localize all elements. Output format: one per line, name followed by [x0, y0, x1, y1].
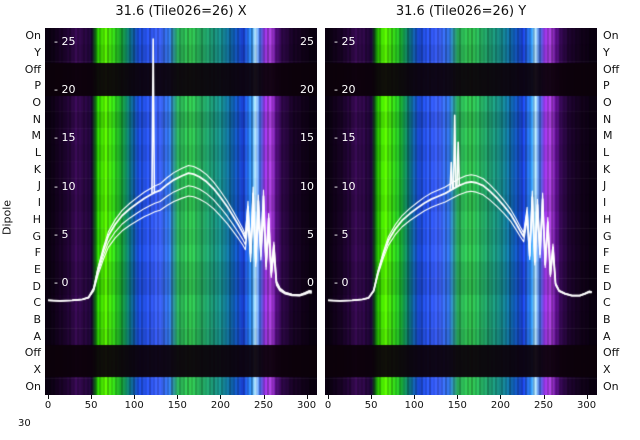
dipole-label-left: M	[31, 129, 42, 143]
x-tick-mark	[220, 395, 222, 399]
dipole-label-left: J	[37, 179, 41, 193]
value-tick-label-left: - 5	[334, 227, 349, 241]
dipole-label-left: I	[37, 196, 41, 210]
x-tick-label: 50	[84, 400, 98, 411]
x-tick-mark	[134, 395, 136, 399]
x-tick-mark	[263, 395, 265, 399]
dipole-label-left: P	[34, 79, 41, 93]
dipole-label-left: N	[32, 112, 41, 126]
dipole-label-right: H	[603, 212, 612, 226]
value-tick-label-right: 10	[300, 179, 314, 193]
heatmap-canvas-y	[325, 28, 597, 395]
dipole-label-right: D	[603, 279, 612, 293]
dipole-label-right: Off	[603, 62, 620, 76]
value-tick-label-left: - 15	[334, 131, 356, 145]
dipole-label-right: J	[603, 179, 607, 193]
panel-y: - 25 - 20 - 15 - 10 - 5 - 0	[325, 28, 597, 395]
value-tick-label-right: 20	[300, 83, 314, 97]
dipole-label-right: C	[603, 296, 611, 310]
dipole-label-right: On	[603, 379, 619, 393]
x-tick-label: 250	[253, 400, 274, 411]
dipole-label-left: B	[33, 312, 41, 326]
x-tick-label: 300	[577, 400, 597, 411]
value-tick-label-left: - 25	[54, 35, 76, 48]
dipole-label-right: G	[603, 229, 612, 243]
dipole-label-left: H	[32, 212, 41, 226]
dipole-label-right: L	[603, 146, 610, 160]
dipole-label-left: E	[34, 262, 41, 276]
value-tick-label-left: - 20	[54, 83, 76, 97]
value-tick-label-left: - 0	[334, 276, 349, 289]
x-tick-mark	[457, 395, 459, 399]
dipole-label-left: K	[33, 162, 41, 176]
x-tick-label: 300	[297, 400, 317, 411]
dipole-label-left: A	[33, 329, 41, 343]
x-tick-label: 100	[404, 400, 424, 411]
dipole-label-right: O	[603, 96, 612, 110]
dipole-label-right: Y	[603, 46, 610, 60]
dipole-label-right: A	[603, 329, 611, 343]
x-tick-label: 200	[210, 400, 230, 411]
dipole-label-right: B	[603, 312, 611, 326]
heatmap-canvas-x	[45, 28, 317, 395]
value-tick-label-left: - 0	[54, 276, 69, 289]
dipole-label-left: O	[32, 96, 41, 110]
value-tick-label-right: 5	[307, 227, 314, 241]
dipole-label-right: Off	[603, 346, 620, 360]
dipole-label-left: On	[25, 379, 41, 393]
x-tick-label: 150	[167, 400, 187, 411]
dipole-label-left: X	[33, 362, 41, 376]
dipole-label-right: E	[603, 262, 610, 276]
x-tick-label: 200	[490, 400, 510, 411]
value-tick-label-left: - 15	[54, 131, 76, 145]
dipole-label-left: D	[32, 279, 41, 293]
x-tick-mark	[177, 395, 179, 399]
dipole-label-left: Y	[34, 46, 41, 60]
dipole-label-left: On	[25, 29, 41, 43]
x-tick-mark	[328, 395, 329, 399]
x-tick-mark	[91, 395, 93, 399]
x-tick-mark	[371, 395, 373, 399]
value-tick-label-left: - 10	[334, 179, 356, 193]
value-tick-label-left: - 5	[54, 227, 69, 241]
dipole-label-left: C	[33, 296, 41, 310]
x-tick-mark	[500, 395, 502, 399]
dipole-label-right: M	[603, 129, 613, 143]
value-tick-label-right: 0	[307, 276, 314, 289]
dipole-label-right: I	[603, 196, 607, 210]
dipole-label-right: On	[603, 29, 619, 43]
x-tick-mark	[586, 395, 588, 399]
panel-title-x: 31.6 (Tile026=26) X	[115, 4, 247, 19]
dipole-label-right: F	[603, 246, 610, 260]
panel-x: - 25 - 20 - 15 - 10 - 5 - 0 25 20 15 10 5 0	[45, 28, 317, 395]
x-tick-label: 150	[447, 400, 467, 411]
x-tick-mark	[306, 395, 308, 399]
x-tick-label: 50	[364, 400, 378, 411]
x-tick-label: 0	[44, 400, 52, 411]
value-tick-label-right: 25	[300, 35, 314, 48]
value-tick-label-left: - 10	[54, 179, 76, 193]
x-tick-label: 0	[324, 400, 332, 411]
dipole-label-right: K	[603, 162, 611, 176]
value-tick-label-right: 15	[300, 131, 314, 145]
x-tick-mark	[48, 395, 49, 399]
x-tick-label: 250	[533, 400, 554, 411]
dipole-label-left: G	[32, 229, 41, 243]
dipole-label-right: N	[603, 112, 612, 126]
value-tick-label-left: - 25	[334, 35, 356, 48]
value-tick-label-left: - 20	[334, 83, 356, 97]
x-tick-mark	[414, 395, 416, 399]
x-tick-label: 100	[124, 400, 144, 411]
x-tick-mark	[543, 395, 545, 399]
dipole-label-left: F	[34, 246, 41, 260]
dipole-label-right: P	[603, 79, 610, 93]
dipole-label-left: Off	[24, 346, 41, 360]
dipole-label-left: L	[34, 146, 41, 160]
corner-label: 30	[18, 418, 31, 429]
dipole-label-left: Off	[24, 62, 41, 76]
panel-title-y: 31.6 (Tile026=26) Y	[395, 4, 527, 19]
dipole-label-right: X	[603, 362, 611, 376]
